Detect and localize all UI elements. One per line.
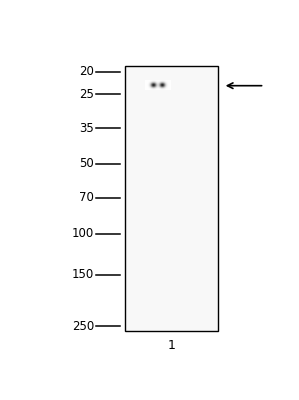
- Text: 250: 250: [72, 320, 94, 333]
- Text: 35: 35: [80, 122, 94, 134]
- Text: 100: 100: [72, 227, 94, 240]
- Text: 25: 25: [79, 88, 94, 100]
- Text: 1: 1: [168, 339, 176, 352]
- Text: 150: 150: [72, 268, 94, 281]
- Text: 70: 70: [79, 191, 94, 204]
- Text: 20: 20: [79, 65, 94, 78]
- Bar: [126, 66, 218, 331]
- Text: 50: 50: [80, 158, 94, 170]
